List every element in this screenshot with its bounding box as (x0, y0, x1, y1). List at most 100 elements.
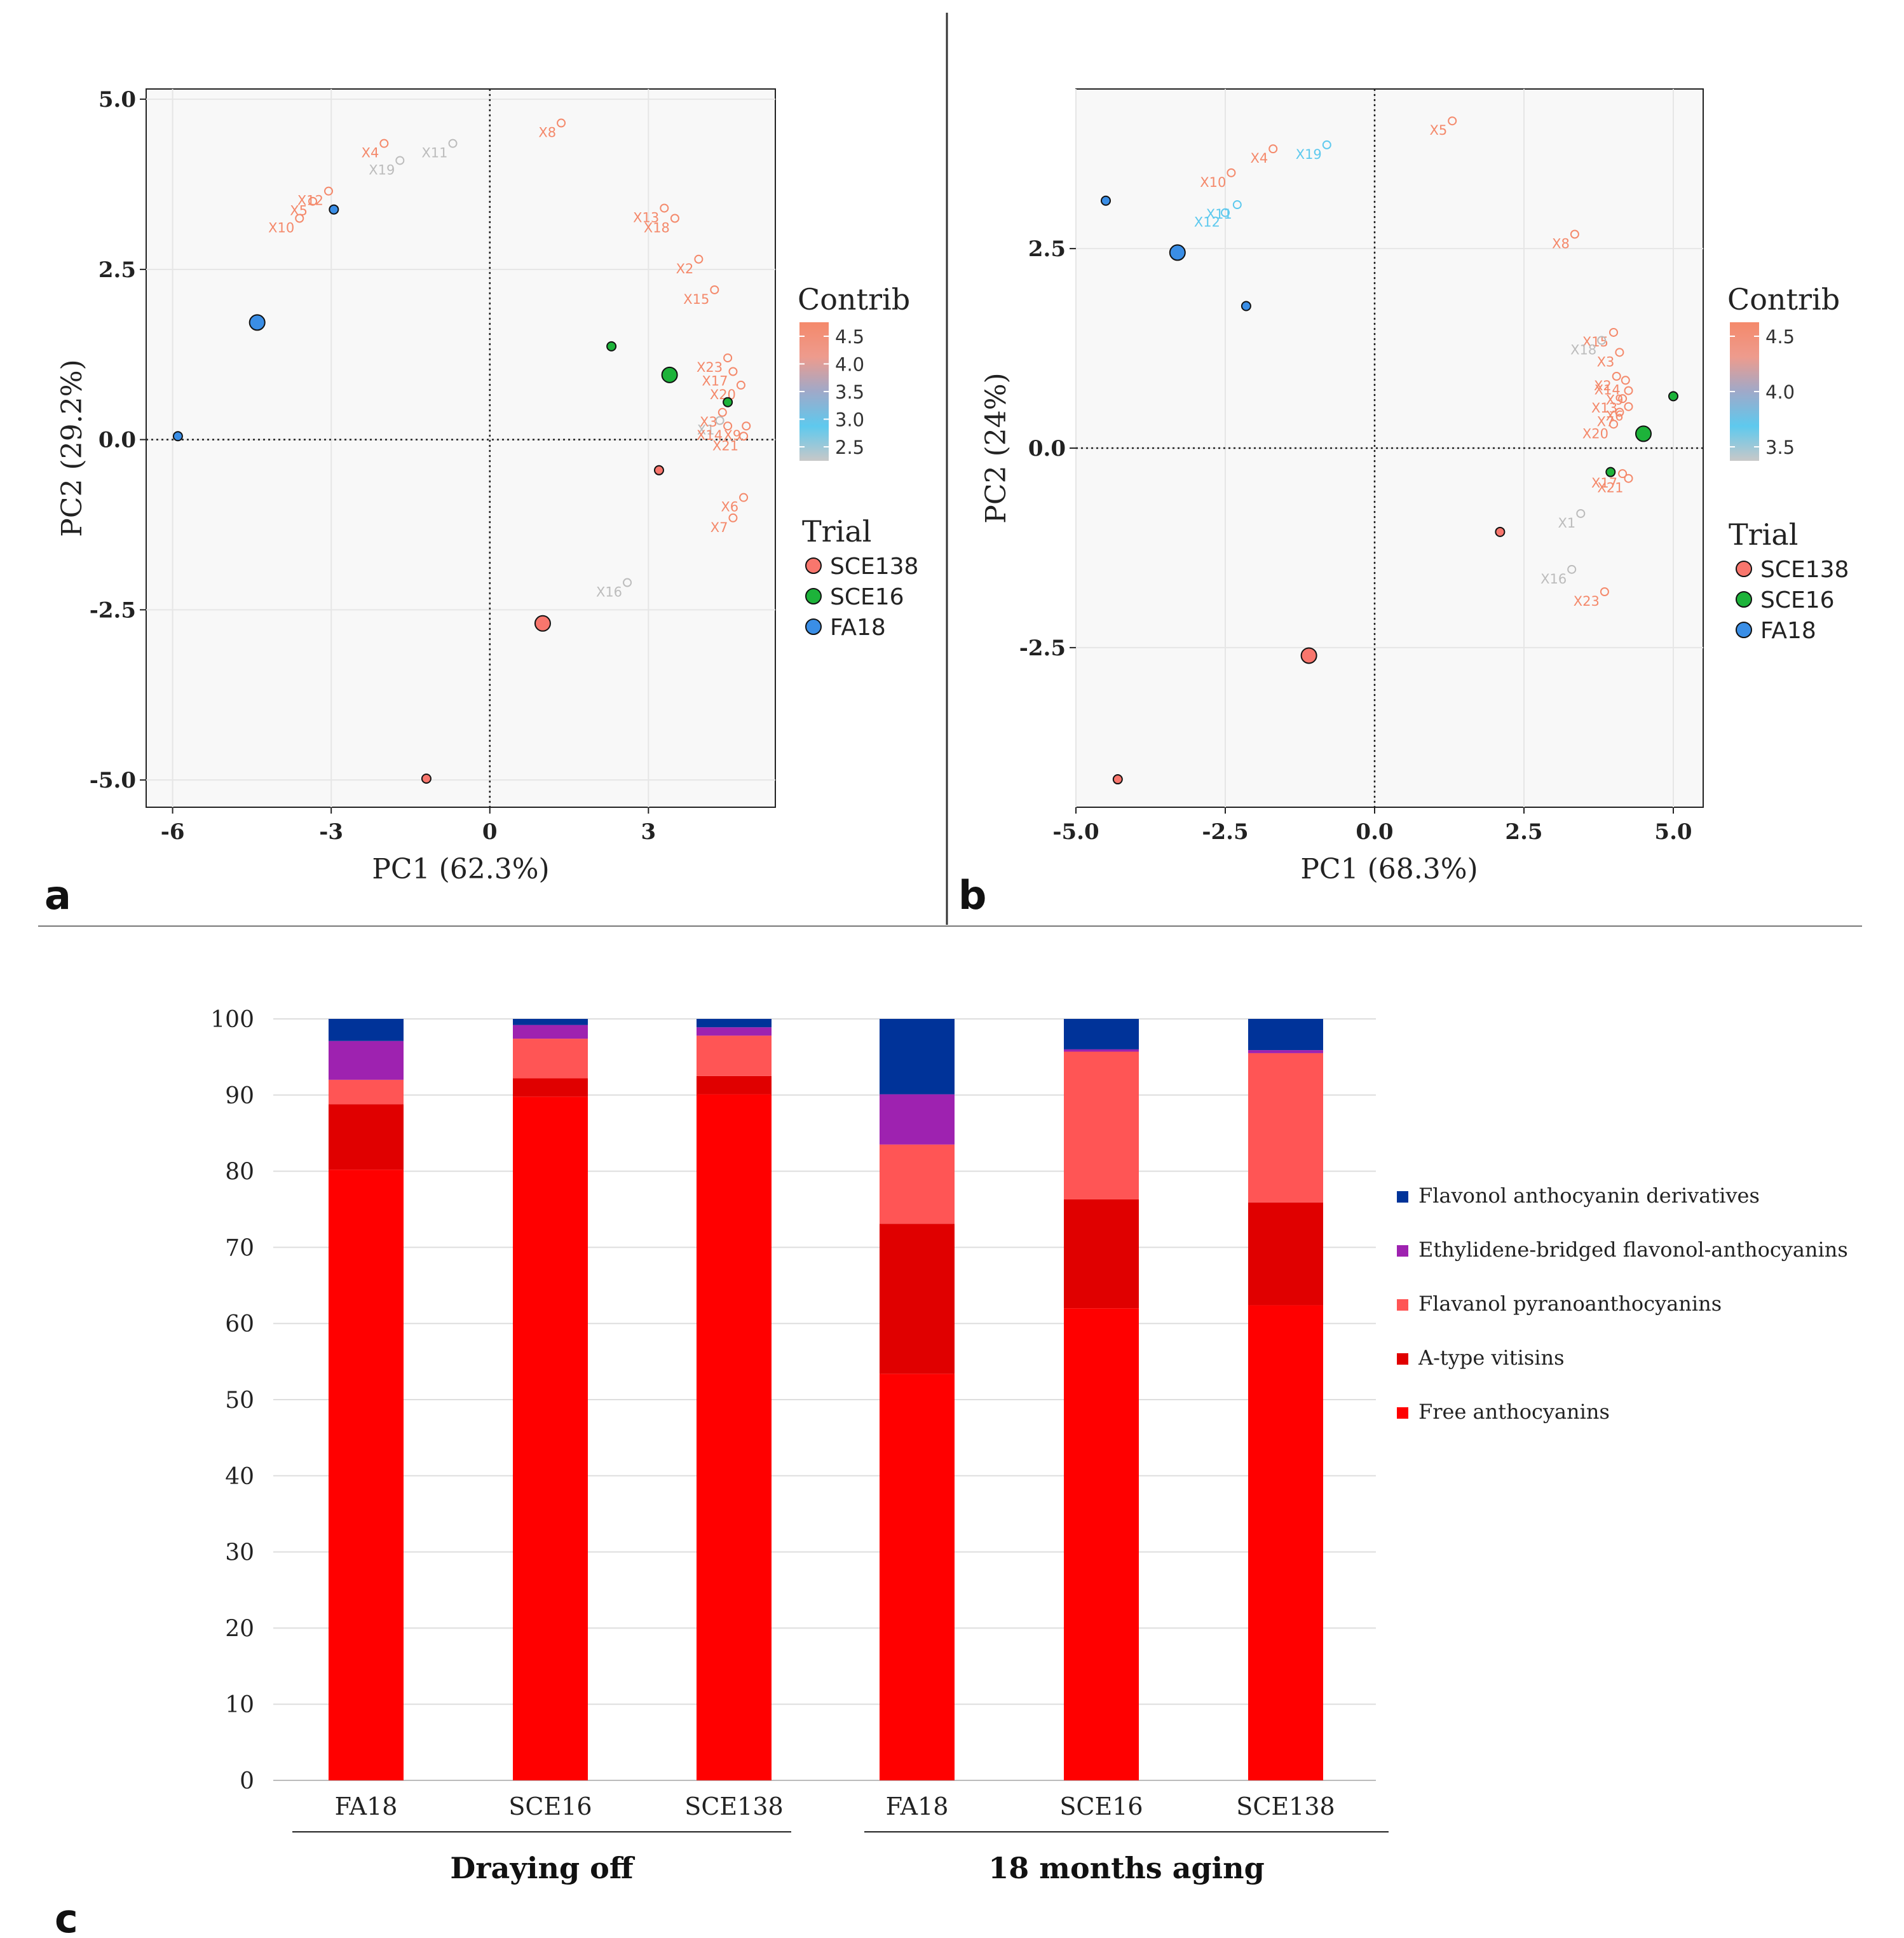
variable-label-x19: X19 (1296, 147, 1322, 162)
bar-segment-sce138-flavonol-anthocyanin-derivatives (697, 1019, 772, 1028)
y-axis-ticks: 2.5 0.0 -2.5 (1019, 236, 1076, 661)
bar-segment-sce138-free-anthocyanins (697, 1094, 772, 1780)
contrib-legend-title: Contrib (798, 282, 910, 317)
y-tick-label: 100 (210, 1007, 254, 1033)
variable-label-x1: X1 (697, 423, 715, 438)
bar-segment-fa18-flavanol-pyranoanthocyanins (329, 1079, 404, 1105)
variable-label-x15: X15 (683, 292, 709, 307)
variable-point-x12 (1221, 208, 1230, 217)
variable-label-x11: X11 (421, 146, 447, 161)
legend: Flavonol anthocyanin derivatives Ethylide… (1397, 1184, 1848, 1424)
contrib-colorbar-ticks: 4.5 4.0 3.5 (1730, 326, 1795, 458)
contrib-colorbar-ticks: 4.5 4.0 3.5 3.0 2.5 (799, 326, 864, 458)
bar-segment-fa18-free-anthocyanins (880, 1374, 955, 1780)
variable-label-x9: X9 (723, 428, 741, 443)
variable-point-x17 (1618, 469, 1628, 479)
individual-point-sce138 (653, 465, 664, 475)
variable-point-x4 (379, 139, 389, 148)
variable-point-x21 (739, 432, 749, 441)
contrib-legend-title: Contrib (1727, 282, 1840, 317)
variable-point-x10 (1227, 168, 1236, 177)
variable-label-x17: X17 (1591, 475, 1617, 491)
variable-label-x7: X7 (711, 520, 728, 535)
y-tick-label: 90 (225, 1083, 254, 1109)
bar-segment-sce138-ethylidene-bridged-flavonol-anthocyanins (1248, 1050, 1323, 1053)
colorbar-tick-label: 2.5 (835, 437, 864, 458)
individual-points (172, 204, 733, 784)
individual-point-sce138 (421, 774, 432, 784)
variable-label-x18: X18 (644, 221, 670, 236)
trial-legend-label-fa18: FA18 (830, 615, 886, 641)
group-label: Draying off (450, 1851, 635, 1885)
individual-point-sce138-mean (1300, 647, 1317, 664)
y-tick-label: 50 (225, 1388, 254, 1414)
bar-segment-sce16-flavanol-pyranoanthocyanins (513, 1039, 588, 1079)
variable-point-x23 (723, 353, 733, 363)
variable-point-x14 (723, 421, 733, 431)
variable-point-x14 (1621, 376, 1630, 385)
bar-segment-fa18-a-type-vitisins (329, 1104, 404, 1170)
variable-label-x2: X2 (676, 261, 694, 276)
individual-point-sce16-mean (1635, 425, 1652, 442)
variable-point-x12 (324, 186, 334, 196)
variable-label-x19: X19 (369, 162, 395, 177)
y-axis-ticks: 0 10 20 30 40 50 60 70 80 90 100 (210, 1007, 254, 1794)
trial-legend-marker-sce16 (805, 588, 822, 604)
variable-label-x16: X16 (596, 585, 622, 600)
group-labels: Draying off 18 months aging (292, 1831, 1389, 1885)
variable-point-x1 (1576, 508, 1586, 518)
y-tick-label: 0.0 (1028, 436, 1066, 461)
individual-point-sce16-mean (661, 366, 678, 383)
variable-point-x1 (715, 416, 724, 425)
trial-legend-entries: SCE138 SCE16 FA18 (805, 554, 918, 641)
x-category-label: SCE138 (684, 1792, 783, 1820)
trial-legend-marker-fa18 (1736, 622, 1752, 638)
individual-point-fa18-mean (248, 314, 266, 331)
bar-segment-sce16-flavonol-anthocyanin-derivatives (1064, 1019, 1139, 1049)
individual-points (1101, 195, 1678, 785)
legend-label: Flavanol pyranoanthocyanins (1418, 1292, 1722, 1316)
variable-point-x3 (1615, 348, 1624, 357)
individual-point-fa18 (1241, 301, 1251, 311)
bar-segment-sce138-flavanol-pyranoanthocyanins (1248, 1053, 1323, 1203)
variable-label-x20: X20 (1582, 426, 1608, 441)
trial-legend-label-sce16: SCE16 (1760, 587, 1835, 613)
bar-segment-fa18-ethylidene-bridged-flavonol-anthocyanins (329, 1041, 404, 1080)
bar-segment-sce138-flavonol-anthocyanin-derivatives (1248, 1019, 1323, 1051)
x-axis-category-labels: FA18 SCE16 SCE138 FA18 SCE16 SCE138 (335, 1792, 1335, 1820)
legend-swatch (1397, 1245, 1408, 1257)
variable-label-x14: X14 (1595, 382, 1621, 397)
bar-segment-fa18-flavonol-anthocyanin-derivatives (880, 1019, 955, 1095)
variable-point-x9 (742, 421, 751, 431)
variable-point-x16 (623, 578, 632, 587)
variable-point-x13 (1618, 394, 1628, 404)
contrib-legend: Contrib 4.5 4.0 3.5 3.0 2.5 (798, 282, 910, 461)
bar-segment-sce16-flavanol-pyranoanthocyanins (1064, 1051, 1139, 1199)
reference-lines (146, 89, 775, 807)
variable-label-x3: X3 (700, 414, 717, 430)
trial-legend-title: Trial (802, 514, 872, 549)
variable-point-x15 (1609, 327, 1618, 337)
trial-legend: Trial SCE138 SCE16 FA18 (1729, 517, 1849, 644)
legend-swatch (1397, 1353, 1408, 1365)
x-axis-ticks: -6 -3 0 3 (161, 807, 656, 845)
individual-point-sce16 (1605, 467, 1616, 477)
variable-point-x4 (1268, 144, 1278, 154)
variable-point-x19 (395, 156, 405, 165)
bar-segment-sce16-a-type-vitisins (1064, 1199, 1139, 1309)
x-category-label: SCE138 (1236, 1792, 1335, 1820)
x-tick-label: -2.5 (1202, 819, 1248, 845)
bar-segment-sce16-ethylidene-bridged-flavonol-anthocyanins (513, 1025, 588, 1039)
colorbar-tick-label: 4.0 (835, 354, 864, 376)
bar-segment-sce138-ethylidene-bridged-flavonol-anthocyanins (697, 1027, 772, 1036)
group-label: 18 months aging (988, 1851, 1264, 1885)
colorbar-tick-label: 4.5 (1765, 326, 1795, 348)
y-tick-label: -2.5 (90, 597, 136, 623)
x-tick-label: 0.0 (1356, 819, 1393, 845)
trial-legend-entries: SCE138 SCE16 FA18 (1736, 557, 1849, 644)
variable-label-x5: X5 (290, 203, 308, 219)
variable-label-x3: X3 (1597, 354, 1615, 369)
